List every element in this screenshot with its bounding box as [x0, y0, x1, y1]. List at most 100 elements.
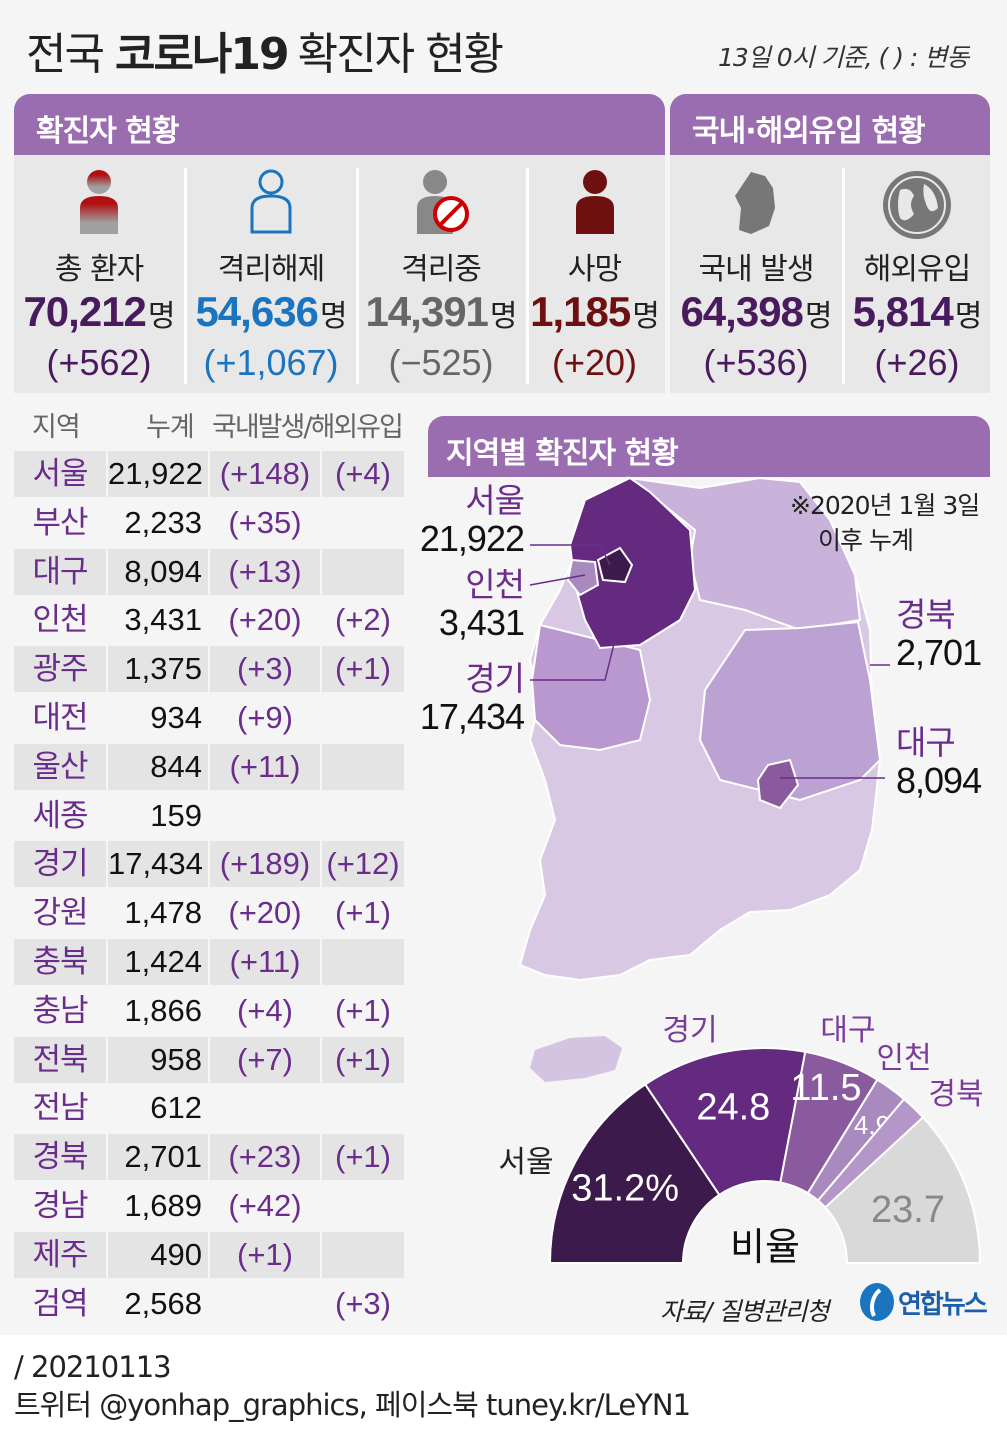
stat-number: 5,814: [852, 288, 954, 335]
person-outline-icon: [246, 168, 296, 238]
table-row: 전북 958 (+7) (+1): [14, 1036, 404, 1083]
stat-label: 총 환자: [54, 252, 144, 287]
cell-overseas: (+12): [322, 841, 404, 888]
table-row: 울산 844 (+11): [14, 743, 404, 790]
map-note-line2: 이후 누계: [818, 526, 914, 555]
table-row: 대전 934 (+9): [14, 695, 404, 741]
cell-total: 17,434: [108, 841, 208, 888]
cell-overseas: (+2): [335, 602, 391, 638]
stat-value: 64,398명: [670, 288, 842, 336]
basis-note: 13일 0시 기준, ( ) : 변동: [718, 43, 969, 72]
slice-value-label: 24.8: [696, 1087, 770, 1129]
stat-number: 70,212: [23, 288, 146, 335]
section-header-regional: 지역별 확진자 현황: [428, 416, 990, 477]
cell-overseas: (+3): [335, 1285, 391, 1321]
stat-change: (+20): [551, 342, 638, 383]
cell-region: 광주: [14, 646, 106, 693]
slice-name-label: 경기: [662, 1013, 717, 1048]
table-row: 경북 2,701 (+23) (+1): [14, 1134, 404, 1181]
table-row: 부산 2,233 (+35): [14, 500, 404, 546]
divider: [842, 168, 845, 384]
table-row: 경남 1,689 (+42): [14, 1183, 404, 1229]
stat-change: (+562): [46, 342, 152, 383]
slice-other: [823, 1115, 982, 1264]
slice-경기: [643, 1047, 807, 1197]
cell-total: 612: [150, 1090, 202, 1126]
slice-name-label: 서울: [498, 1145, 553, 1180]
cell-region: 충남: [32, 992, 88, 1029]
map-label-value: 8,094: [896, 760, 982, 801]
cell-domestic: (+4): [237, 992, 293, 1028]
cell-total: 8,094: [108, 548, 208, 595]
map-label-name: 경북: [896, 595, 956, 634]
map-note: ※2020년 1월 3일 이후 누계: [790, 488, 980, 558]
divider: [526, 168, 529, 384]
map-label-value: 3,431: [438, 602, 525, 643]
cell-overseas: (+1): [335, 992, 391, 1028]
cell-region: 전북: [14, 1036, 106, 1083]
cell-region: 전남: [32, 1090, 88, 1127]
map-label-name: 경기: [465, 659, 525, 698]
person-quarantine-icon: [413, 168, 469, 238]
cell-total: 1,375: [108, 646, 208, 693]
cell-domestic: (+13): [210, 548, 320, 595]
cell-region: 대전: [32, 700, 88, 736]
table-row: 대구 8,094 (+13): [14, 548, 404, 595]
table-row: 충북 1,424 (+11): [14, 939, 404, 985]
cell-overseas: [322, 1231, 404, 1278]
cell-total: 844: [108, 743, 208, 790]
map-label-name: 인천: [465, 565, 525, 604]
title-suffix: 확진자 현황: [297, 29, 504, 80]
table-row: 경기 17,434 (+189) (+12): [14, 841, 404, 888]
cell-region: 충북: [14, 939, 106, 985]
table-row: 전남 612: [14, 1085, 404, 1131]
stat-2: 격리중 14,391명 (−525): [356, 160, 526, 390]
stat-0: 총 환자 70,212명 (+562): [14, 160, 184, 390]
map-label-value: 17,434: [419, 696, 525, 737]
cell-region: 검역: [32, 1285, 88, 1322]
title-bold: 코로나19: [114, 29, 290, 80]
cell-total: 958: [108, 1036, 208, 1083]
table-header-change: 국내발생/해외유입: [212, 412, 404, 443]
map-gyeongbuk: [698, 620, 882, 802]
slice-value-label: 31.2%: [571, 1167, 679, 1209]
stat-unit: 명: [489, 299, 518, 334]
map-label-name: 대구: [896, 723, 956, 762]
table-row: 세종 159: [14, 793, 404, 839]
cell-region: 제주: [14, 1231, 106, 1278]
slice-name-label: 경북: [928, 1077, 983, 1112]
divider: [356, 168, 359, 384]
cell-total: 934: [150, 700, 202, 735]
cell-domestic: (+7): [210, 1036, 320, 1083]
cell-domestic: (+3): [210, 646, 320, 693]
cell-total: 2,568: [124, 1285, 202, 1321]
cell-region: 경기: [14, 841, 106, 888]
stat-unit: 명: [804, 299, 833, 334]
stat-label: 해외유입: [863, 252, 971, 287]
stat-unit: 명: [147, 299, 176, 334]
cell-region: 서울: [14, 451, 106, 497]
table-row: 광주 1,375 (+3) (+1): [14, 646, 404, 693]
cell-overseas: [322, 939, 404, 985]
table-row: 인천 3,431 (+20) (+2): [14, 597, 404, 643]
map-label-gyeonggi: 경기 17,434: [412, 659, 525, 737]
table-row: 검역 2,568 (+3): [14, 1281, 404, 1327]
korea-map-icon: [731, 168, 781, 238]
section-header-confirmed: 확진자 현황: [14, 94, 665, 155]
footer-social: 트위터 @yonhap_graphics, 페이스북 tuney.kr/LeYN…: [14, 1388, 691, 1422]
cell-total: 1,689: [124, 1188, 202, 1223]
stat-number: 14,391: [365, 288, 488, 335]
cell-domestic: (+1): [210, 1231, 320, 1278]
slice-name-label: 대구: [820, 1013, 875, 1048]
cell-overseas: (+1): [335, 895, 391, 931]
korea-map: [518, 476, 890, 1082]
person-red-icon: [74, 168, 124, 238]
stat-change: (+26): [874, 342, 960, 383]
table-header-region: 지역: [32, 412, 81, 443]
cell-total: 1,866: [124, 992, 202, 1028]
footer-date: / 20210113: [14, 1350, 172, 1384]
leader-lines: [529, 544, 890, 779]
confirmed-panel: [14, 155, 665, 393]
divider: [184, 168, 187, 384]
